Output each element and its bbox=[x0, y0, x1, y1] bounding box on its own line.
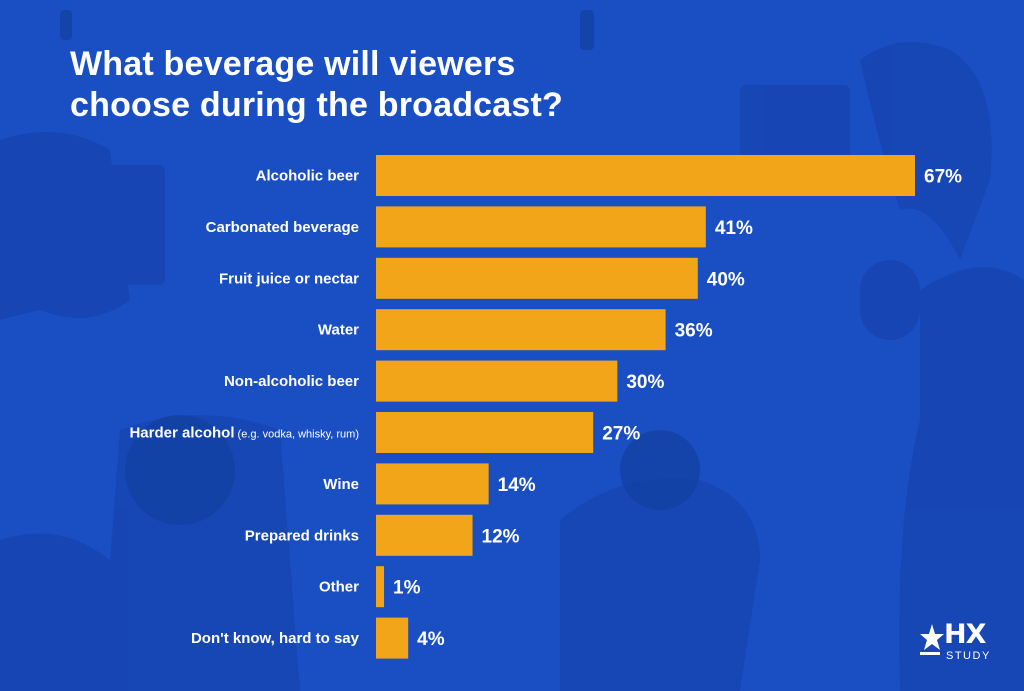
category-label-1: Carbonated beverage bbox=[206, 219, 359, 236]
value-label-7: 12% bbox=[482, 526, 520, 547]
category-label-9: Don't know, hard to say bbox=[191, 630, 360, 647]
chart-title-line-1: What beverage will viewers bbox=[70, 45, 516, 83]
value-label-2: 40% bbox=[707, 269, 745, 290]
value-label-0: 67% bbox=[924, 167, 962, 188]
category-label-0: Alcoholic beer bbox=[256, 168, 360, 185]
bar-0 bbox=[376, 155, 915, 196]
logo-sub-text: STUDY bbox=[946, 650, 991, 662]
category-label-6: Wine bbox=[323, 476, 359, 493]
bar-8 bbox=[376, 566, 385, 608]
hx-star-icon bbox=[920, 624, 944, 655]
category-label-7: Prepared drinks bbox=[245, 527, 359, 544]
bar-3 bbox=[376, 309, 666, 351]
bar-6 bbox=[376, 463, 489, 505]
bar-4 bbox=[376, 360, 618, 402]
category-label-4: Non-alcoholic beer bbox=[224, 373, 359, 390]
bar-2 bbox=[376, 257, 698, 299]
hx-study-logo: HX STUDY bbox=[918, 620, 1006, 676]
bar-7 bbox=[376, 514, 473, 556]
category-label-5: Harder alcohol (e.g. vodka, whisky, rum) bbox=[129, 425, 359, 442]
value-label-1: 41% bbox=[715, 218, 753, 239]
value-label-3: 36% bbox=[675, 321, 713, 342]
category-label-2: Fruit juice or nectar bbox=[219, 270, 359, 287]
chart-title-line-2: choose during the broadcast? bbox=[70, 86, 563, 124]
value-label-8: 1% bbox=[393, 578, 421, 599]
value-label-5: 27% bbox=[602, 424, 640, 445]
value-label-4: 30% bbox=[626, 372, 664, 393]
category-label-8: Other bbox=[319, 579, 359, 596]
category-label-3: Water bbox=[318, 322, 359, 339]
bar-1 bbox=[376, 206, 706, 248]
logo-main-text: HX bbox=[944, 619, 986, 650]
bar-9 bbox=[376, 617, 409, 659]
value-label-6: 14% bbox=[498, 475, 536, 496]
chart-title: What beverage will viewers choose during… bbox=[70, 44, 563, 126]
bar-5 bbox=[376, 412, 594, 453]
value-label-9: 4% bbox=[417, 629, 445, 650]
